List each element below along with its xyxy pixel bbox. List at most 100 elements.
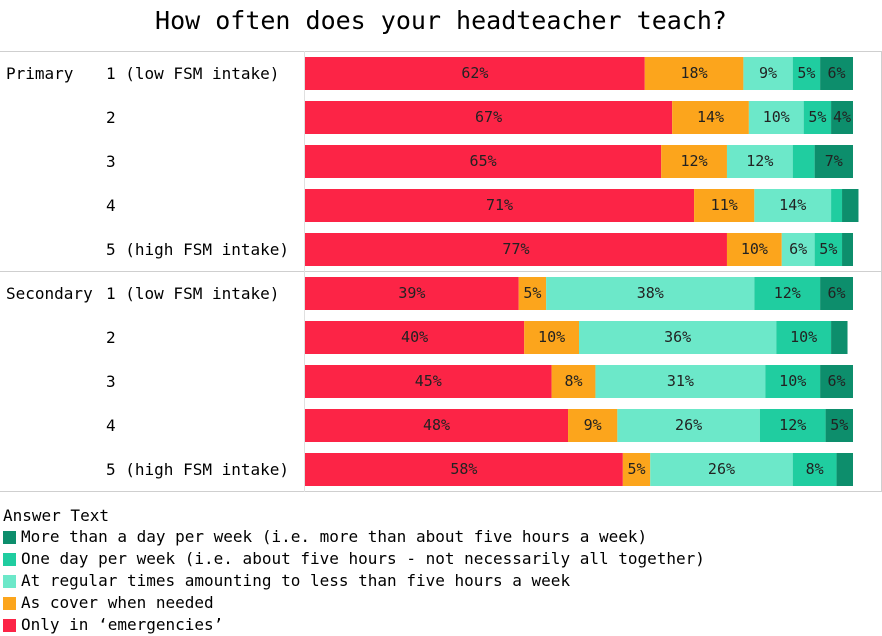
legend-items: More than a day per week (i.e. more than… [3, 526, 705, 636]
stacked-bar-chart: Primary 1 (low FSM intake) 62% 18% 9% 5% 6% 2 67… [0, 51, 882, 492]
chart-title: How often does your headteacher teach? [155, 6, 727, 35]
data-label: 71% [486, 196, 513, 214]
legend-label: At regular times amounting to less than … [21, 571, 571, 590]
legend-label: More than a day per week (i.e. more than… [21, 527, 648, 546]
bar-segment [650, 453, 793, 486]
bar-segment [792, 57, 821, 90]
bar-segment [726, 145, 793, 178]
bar-segment [814, 233, 843, 266]
category-label: 5 (high FSM intake) [106, 460, 289, 479]
data-label: 65% [470, 152, 497, 170]
data-label: 10% [790, 328, 817, 346]
data-label: 31% [667, 372, 694, 390]
bar-segment [672, 101, 749, 134]
legend-swatch [3, 618, 16, 632]
bar-segment [792, 145, 815, 178]
data-label: 4% [833, 108, 851, 126]
legend-item: One day per week (i.e. about five hours … [3, 548, 705, 570]
data-label: 5% [628, 460, 646, 478]
bar-segment [726, 233, 782, 266]
legend-swatch [3, 530, 16, 544]
legend-swatch [3, 596, 16, 610]
bar-segment [776, 321, 832, 354]
data-label: 67% [475, 108, 502, 126]
bar-segment [579, 321, 777, 354]
bar-segment [842, 189, 859, 222]
data-label: 7% [825, 152, 843, 170]
data-label: 38% [637, 284, 664, 302]
bar-segment [820, 365, 853, 398]
data-label: 62% [461, 64, 488, 82]
category-label: 2 [106, 108, 116, 127]
data-label: 5% [808, 108, 826, 126]
legend-label: As cover when needed [21, 593, 214, 612]
bar-segment [814, 145, 853, 178]
data-label: 9% [759, 64, 777, 82]
bar-segment [305, 145, 662, 178]
bar-segment [305, 233, 727, 266]
bar-segment [765, 365, 821, 398]
data-label: 40% [401, 328, 428, 346]
bar-segment [546, 277, 755, 310]
legend: Answer Text More than a day per week (i.… [3, 505, 705, 636]
bar-segment [305, 277, 519, 310]
data-label: 11% [711, 196, 738, 214]
data-label: 12% [774, 284, 801, 302]
data-label: 12% [746, 152, 773, 170]
category-label: 2 [106, 328, 116, 347]
data-label: 6% [828, 372, 846, 390]
data-label: 12% [681, 152, 708, 170]
bar-segment [305, 189, 695, 222]
data-label: 8% [564, 372, 582, 390]
bar-segment [305, 57, 645, 90]
bar-segment [754, 189, 832, 222]
data-label: 77% [502, 240, 529, 258]
data-label: 6% [789, 240, 807, 258]
bar-segment [305, 101, 673, 134]
data-label: 8% [806, 460, 824, 478]
bar-segment [644, 57, 744, 90]
bar-segment [551, 365, 596, 398]
bar-segment [792, 453, 837, 486]
bar-segment [622, 453, 651, 486]
legend-swatch [3, 574, 16, 588]
legend-title: Answer Text [3, 506, 109, 525]
data-label: 6% [828, 284, 846, 302]
bar-segment [305, 409, 569, 442]
data-label: 9% [584, 416, 602, 434]
bar-segment [305, 365, 552, 398]
bar-segment [754, 277, 821, 310]
bar-segment [661, 145, 727, 178]
data-label: 48% [423, 416, 450, 434]
bar-segment [825, 409, 853, 442]
data-label: 45% [415, 372, 442, 390]
legend-swatch [3, 552, 16, 566]
data-label: 5% [830, 416, 848, 434]
bar-segment [305, 321, 525, 354]
legend-item: As cover when needed [3, 592, 705, 614]
bar-segment [748, 101, 804, 134]
group-label-secondary: Secondary [6, 284, 93, 303]
data-label: 5% [523, 284, 541, 302]
legend-item: More than a day per week (i.e. more than… [3, 526, 705, 548]
bar-segment [836, 453, 853, 486]
category-label: 1 (low FSM intake) [106, 284, 279, 303]
data-label: 10% [741, 240, 768, 258]
category-label: 4 [106, 416, 116, 435]
bar-segment [743, 57, 793, 90]
category-label: 5 (high FSM intake) [106, 240, 289, 259]
bar-segment [820, 57, 853, 90]
bar-segment [831, 321, 848, 354]
bar-segment [831, 101, 853, 134]
bar-segment [759, 409, 826, 442]
data-label: 26% [675, 416, 702, 434]
legend-item: At regular times amounting to less than … [3, 570, 705, 592]
bar-segment [831, 189, 843, 222]
group-label-primary: Primary [6, 64, 74, 83]
bar-segment [617, 409, 760, 442]
bar-segment [595, 365, 766, 398]
bar-segment [781, 233, 815, 266]
data-label: 26% [708, 460, 735, 478]
bar-segment [842, 233, 853, 266]
bar-segment [518, 277, 547, 310]
